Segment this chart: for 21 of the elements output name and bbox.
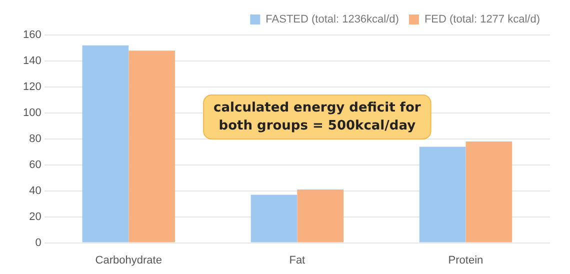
x-tick-label: Fat <box>289 254 306 266</box>
y-tick-label: 60 <box>29 158 42 171</box>
y-tick-label: 40 <box>29 184 42 197</box>
annotation: calculated energy deficit for both groups = 500kcal/day <box>214 100 422 134</box>
y-tick-label: 160 <box>22 29 42 42</box>
y-tick-label: 0 <box>35 236 42 249</box>
bar <box>297 190 344 242</box>
bar <box>250 194 298 242</box>
legend-label: FED (total: 1277 kcal/d) <box>424 14 540 26</box>
legend-label: FASTED (total: 1236kcal/d) <box>266 14 399 26</box>
x-tick-label: Protein <box>448 254 484 266</box>
y-tick-label: 80 <box>29 132 42 145</box>
bar <box>128 50 175 242</box>
bar <box>466 142 512 242</box>
x-tick-label: Carbohydrate <box>95 254 162 266</box>
bar <box>419 146 466 242</box>
y-tick-label: 20 <box>29 210 42 223</box>
bar <box>82 45 129 242</box>
y-tick-label: 120 <box>22 80 42 93</box>
y-tick-label: 140 <box>22 55 42 68</box>
y-tick-label: 100 <box>22 106 42 119</box>
